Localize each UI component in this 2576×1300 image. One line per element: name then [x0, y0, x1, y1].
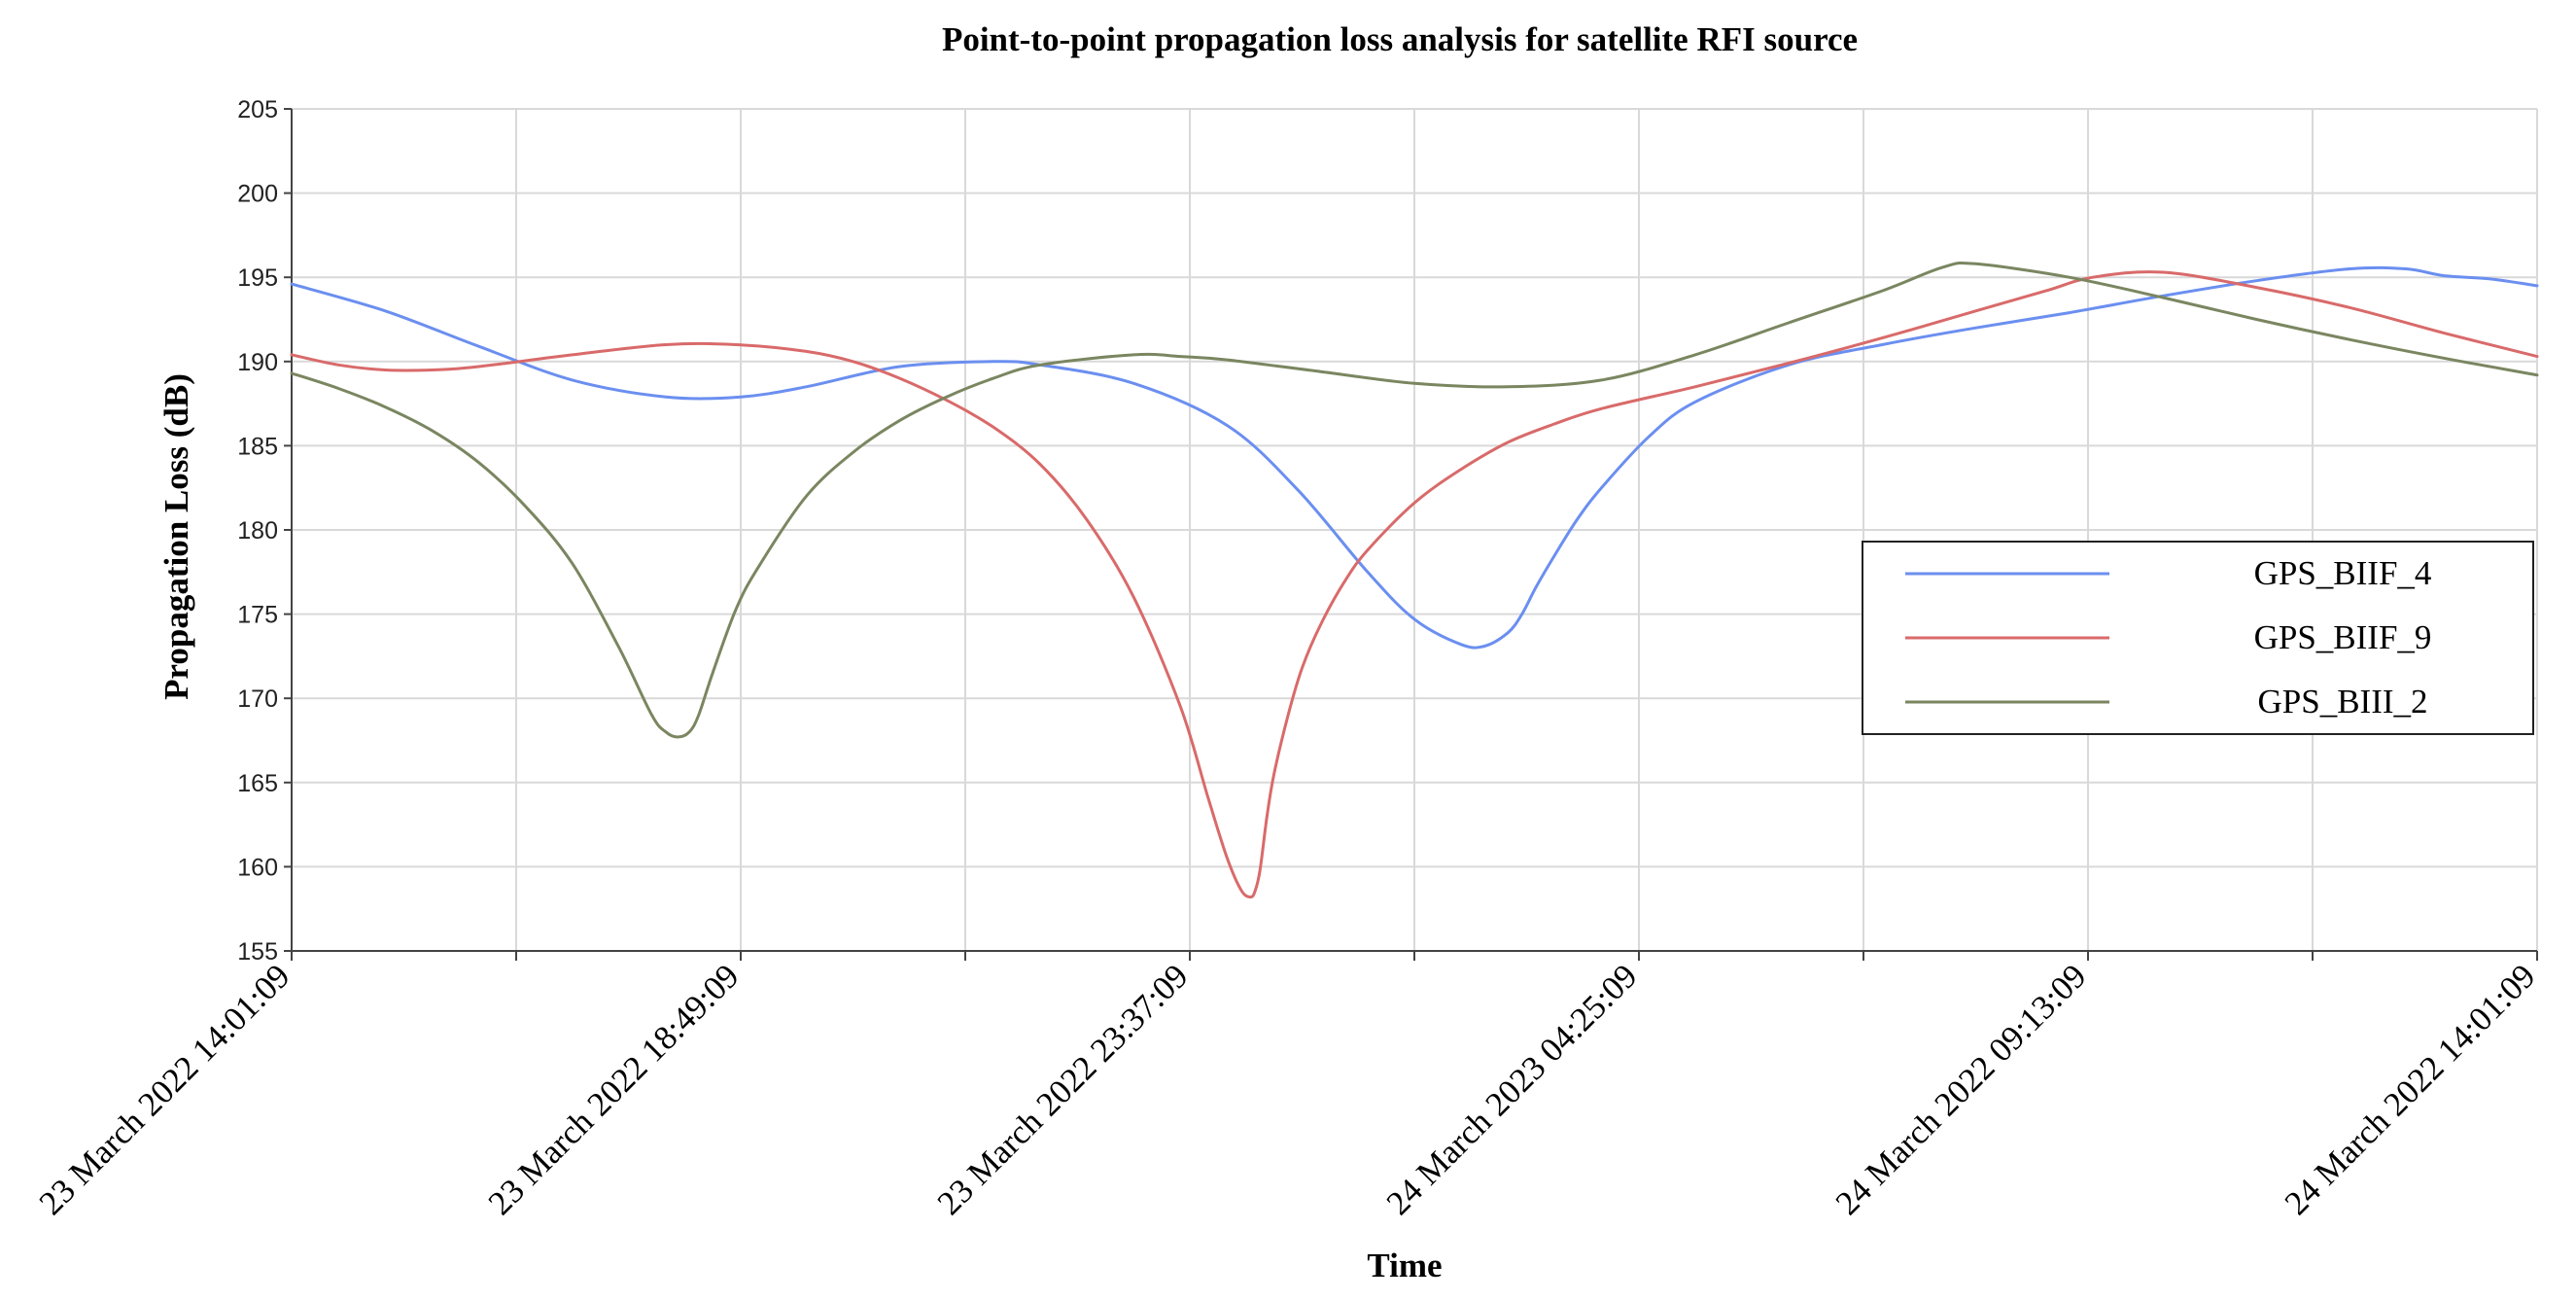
y-tick-label: 170 — [237, 685, 278, 713]
x-tick-label: 23 March 2022 18:49:09 — [481, 957, 747, 1222]
series-lines — [290, 261, 2539, 899]
y-tick-label: 200 — [237, 181, 278, 208]
y-tick-label: 175 — [237, 602, 278, 629]
y-tick-label: 165 — [237, 770, 278, 797]
y-tick-label: 155 — [237, 938, 278, 966]
x-tick-labels: 23 March 2022 14:01:09 23 March 2022 18:4… — [32, 957, 2543, 1222]
series-line-gps-biii-2 — [290, 261, 2539, 739]
y-tick-label: 205 — [237, 96, 278, 123]
y-tick-label: 185 — [237, 433, 278, 460]
legend-label: GPS_BIIF_4 — [2254, 554, 2432, 592]
axes — [284, 108, 2538, 961]
x-axis-title: Time — [1367, 1247, 1442, 1284]
y-tick-label: 195 — [237, 264, 278, 292]
legend: GPS_BIIF_4 GPS_BIIF_9 GPS_BIII_2 — [1862, 541, 2534, 735]
y-tick-label: 180 — [237, 517, 278, 545]
legend-label: GPS_BIIF_9 — [2254, 618, 2432, 656]
y-tick-label: 160 — [237, 854, 278, 881]
y-tick-labels: 155 160 165 170 175 180 185 190 195 200 205 — [237, 96, 278, 966]
x-tick-label: 24 March 2022 09:13:09 — [1828, 957, 2094, 1222]
series-line-gps-biif-9 — [290, 270, 2539, 899]
y-axis-title: Propagation Loss (dB) — [157, 373, 195, 700]
grid — [291, 108, 2538, 952]
legend-label: GPS_BIII_2 — [2257, 683, 2427, 720]
x-tick-label: 23 March 2022 23:37:09 — [930, 957, 1196, 1222]
x-tick-label: 24 March 2022 14:01:09 — [2278, 957, 2543, 1222]
x-tick-label: 23 March 2022 14:01:09 — [32, 957, 297, 1222]
y-tick-label: 190 — [237, 349, 278, 376]
x-tick-label: 24 March 2023 04:25:09 — [1379, 957, 1645, 1222]
chart-title: Point-to-point propagation loss analysis… — [942, 20, 1858, 58]
